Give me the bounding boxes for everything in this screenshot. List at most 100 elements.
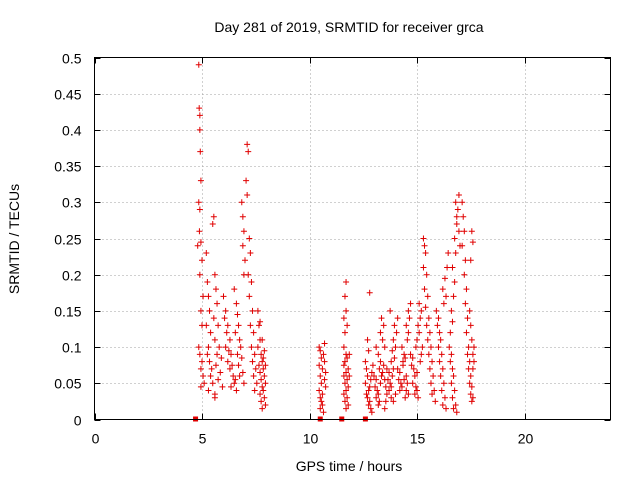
data-point bbox=[365, 347, 372, 354]
data-point bbox=[414, 369, 420, 376]
data-point bbox=[386, 369, 393, 376]
grid-lines bbox=[94, 57, 611, 420]
data-point bbox=[375, 351, 382, 358]
data-point bbox=[425, 315, 432, 322]
data-point bbox=[346, 373, 353, 380]
data-point bbox=[407, 351, 414, 358]
data-point bbox=[228, 383, 235, 390]
data-point bbox=[404, 380, 411, 387]
data-point bbox=[259, 383, 266, 390]
data-point bbox=[341, 358, 348, 365]
data-point bbox=[405, 391, 412, 398]
data-point bbox=[405, 307, 412, 314]
data-point bbox=[345, 383, 352, 390]
data-point bbox=[250, 329, 257, 336]
x-tick-label: 10 bbox=[303, 431, 319, 447]
data-point bbox=[398, 344, 405, 351]
data-point bbox=[411, 373, 418, 380]
data-point bbox=[255, 322, 262, 329]
data-point bbox=[211, 336, 218, 343]
data-point bbox=[197, 383, 204, 390]
data-point bbox=[363, 391, 370, 398]
data-point bbox=[452, 199, 459, 206]
data-point bbox=[258, 376, 265, 383]
data-point bbox=[208, 365, 215, 372]
data-point bbox=[461, 228, 468, 235]
y-tick-label: 0.35 bbox=[54, 159, 81, 175]
data-point bbox=[223, 329, 230, 336]
data-point bbox=[397, 380, 404, 387]
data-point bbox=[239, 242, 246, 249]
data-point bbox=[367, 376, 374, 383]
data-point bbox=[466, 307, 473, 314]
data-point bbox=[260, 354, 267, 361]
data-point bbox=[373, 376, 380, 383]
data-point bbox=[194, 242, 201, 249]
data-point bbox=[384, 376, 391, 383]
data-point bbox=[469, 365, 476, 372]
data-point bbox=[248, 278, 255, 285]
data-point bbox=[440, 380, 447, 387]
data-point bbox=[257, 369, 264, 376]
data-point bbox=[261, 373, 268, 380]
data-point bbox=[262, 380, 269, 387]
data-point bbox=[376, 398, 383, 405]
data-point bbox=[341, 398, 348, 405]
data-point bbox=[196, 228, 203, 235]
data-point bbox=[320, 409, 327, 416]
data-point bbox=[197, 365, 204, 372]
data-point bbox=[224, 322, 231, 329]
data-point bbox=[209, 221, 216, 228]
data-point bbox=[261, 394, 268, 401]
data-point bbox=[430, 373, 437, 380]
data-point bbox=[246, 293, 253, 300]
data-point bbox=[420, 264, 427, 271]
data-point bbox=[236, 373, 243, 380]
data-point bbox=[212, 362, 219, 369]
data-point bbox=[215, 322, 222, 329]
data-point bbox=[249, 358, 256, 365]
data-point bbox=[426, 329, 433, 336]
data-point bbox=[195, 199, 202, 206]
data-point bbox=[429, 358, 436, 365]
data-point bbox=[319, 391, 326, 398]
data-point bbox=[212, 286, 219, 293]
data-point bbox=[344, 322, 351, 329]
data-point bbox=[392, 391, 399, 398]
data-point bbox=[434, 322, 441, 329]
data-point bbox=[403, 373, 410, 380]
data-point bbox=[232, 376, 239, 383]
data-point bbox=[367, 405, 374, 412]
data-point bbox=[410, 365, 417, 372]
data-point bbox=[403, 387, 410, 394]
data-point bbox=[433, 307, 440, 314]
data-point bbox=[388, 394, 395, 401]
data-point bbox=[237, 344, 244, 351]
data-point bbox=[245, 148, 252, 155]
data-point bbox=[435, 315, 442, 322]
data-point bbox=[377, 380, 384, 387]
data-point bbox=[415, 394, 422, 401]
data-point bbox=[340, 362, 347, 369]
data-point bbox=[195, 61, 202, 68]
data-point bbox=[221, 315, 228, 322]
data-point bbox=[233, 387, 240, 394]
data-point bbox=[222, 344, 229, 351]
data-point bbox=[416, 300, 423, 307]
data-point bbox=[398, 383, 405, 390]
data-point bbox=[262, 402, 269, 409]
data-point bbox=[422, 304, 429, 311]
data-point bbox=[321, 340, 328, 347]
data-point bbox=[216, 344, 223, 351]
data-point bbox=[436, 358, 443, 365]
data-point bbox=[426, 365, 433, 372]
data-point bbox=[381, 405, 388, 412]
data-point bbox=[445, 249, 452, 256]
data-point bbox=[390, 336, 397, 343]
data-point bbox=[447, 358, 454, 365]
data-point bbox=[203, 322, 210, 329]
data-point bbox=[238, 354, 245, 361]
data-point bbox=[460, 213, 467, 220]
data-point bbox=[431, 387, 438, 394]
data-point bbox=[424, 336, 431, 343]
